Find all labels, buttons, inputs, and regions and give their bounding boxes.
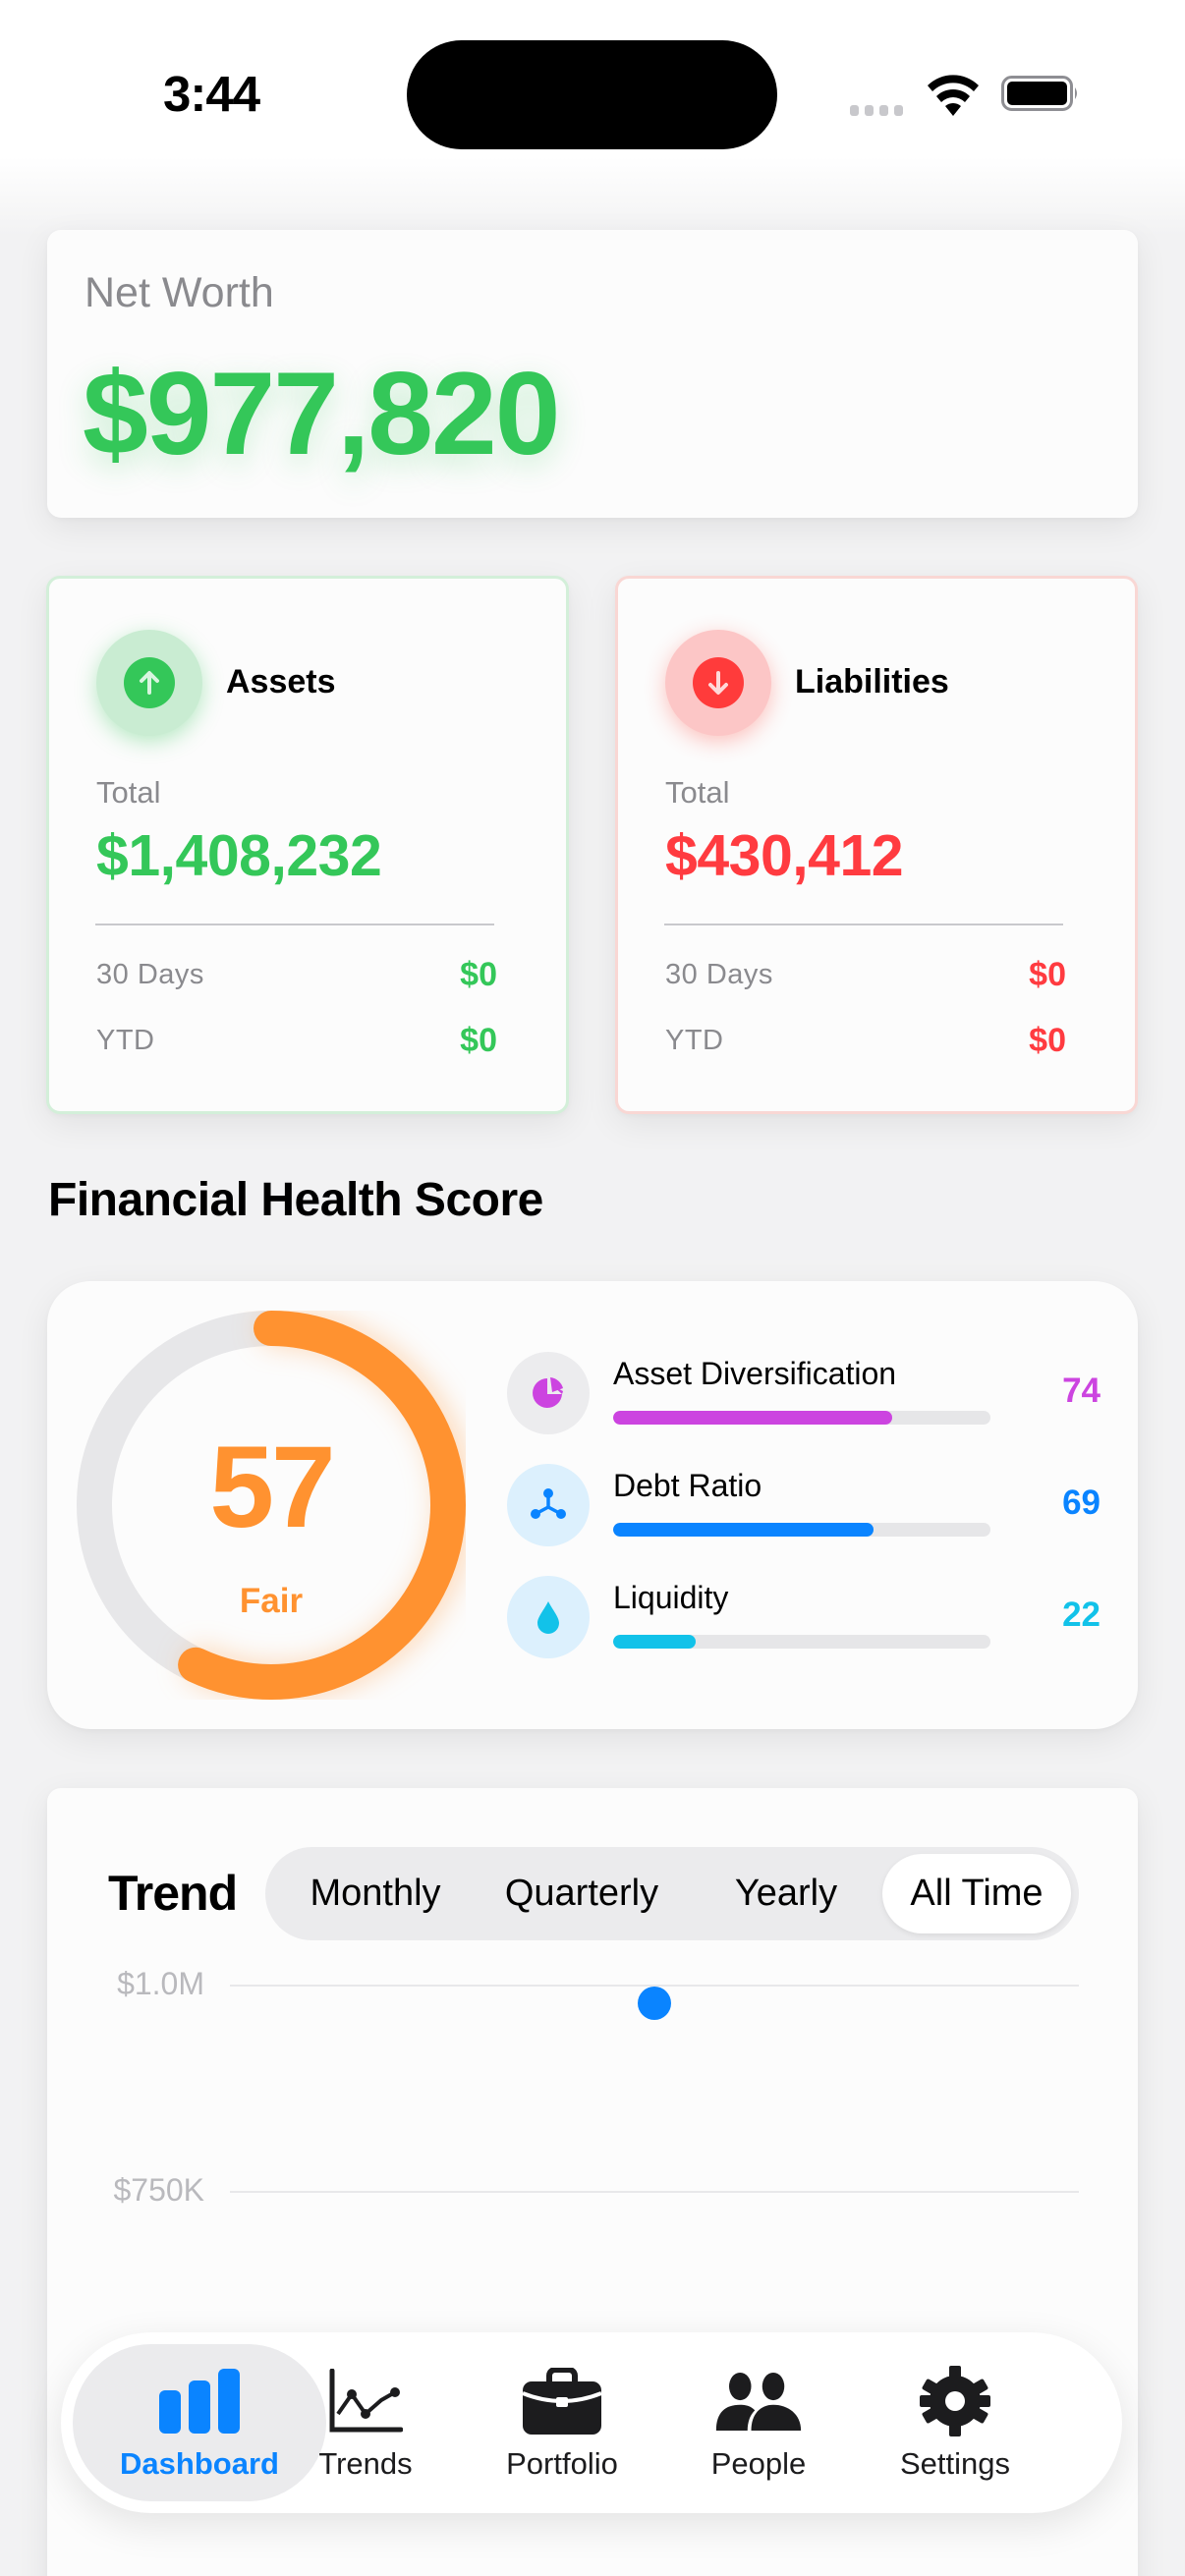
metric-name: Asset Diversification xyxy=(613,1356,897,1391)
grid-line xyxy=(230,1985,1079,1987)
net-worth-card[interactable]: Net Worth $977,820 xyxy=(47,230,1138,518)
stat-label: YTD xyxy=(96,1025,155,1056)
arrow-up-circle-icon xyxy=(124,657,175,708)
liabilities-stat-30-days: 30 Days $0 xyxy=(665,956,1066,994)
network-nodes-icon xyxy=(507,1464,590,1546)
metric-name: Liquidity xyxy=(613,1580,729,1615)
liabilities-card[interactable]: Liabilities Total $430,412 30 Days $0 YT… xyxy=(615,576,1138,1114)
segment-monthly[interactable]: Monthly xyxy=(310,1873,441,1914)
gear-icon xyxy=(911,2364,999,2438)
metric-progress-track xyxy=(613,1411,990,1425)
segment-all-time[interactable]: All Time xyxy=(882,1854,1071,1933)
grid-line xyxy=(230,2191,1079,2193)
metric-progress-fill xyxy=(613,1523,874,1537)
tab-label: Portfolio xyxy=(506,2446,618,2481)
stat-label: 30 Days xyxy=(665,959,773,990)
wifi-icon xyxy=(928,75,979,116)
trend-title: Trend xyxy=(108,1866,238,1921)
dynamic-island xyxy=(407,40,777,149)
y-axis-label: $1.0M xyxy=(117,1966,204,2001)
assets-total: $1,408,232 xyxy=(96,823,382,888)
tab-dashboard[interactable]: Dashboard xyxy=(73,2344,326,2501)
metric-name: Debt Ratio xyxy=(613,1468,762,1503)
stat-label: YTD xyxy=(665,1025,724,1056)
segment-yearly[interactable]: Yearly xyxy=(734,1873,838,1914)
line-chart-icon xyxy=(321,2364,410,2438)
health-score-value: 57 xyxy=(209,1423,335,1552)
metric-progress-track xyxy=(613,1635,990,1649)
arrow-down-circle-icon xyxy=(693,657,744,708)
trend-range-segmented-control[interactable]: Monthly Quarterly Yearly All Time xyxy=(265,1847,1079,1940)
health-score-label: Fair xyxy=(239,1582,304,1620)
metric-value: 69 xyxy=(1062,1484,1100,1522)
tab-settings[interactable]: Settings xyxy=(857,2344,1053,2501)
metric-value: 74 xyxy=(1062,1372,1100,1410)
chart-data-point[interactable] xyxy=(638,1987,671,2020)
divider xyxy=(95,924,494,925)
tab-label: Trends xyxy=(318,2446,413,2481)
tab-portfolio[interactable]: Portfolio xyxy=(464,2344,660,2501)
health-metric-debt-ratio[interactable]: Debt Ratio 69 xyxy=(507,1464,1116,1562)
water-drop-icon xyxy=(507,1576,590,1658)
metric-progress-fill xyxy=(613,1411,893,1425)
assets-card[interactable]: Assets Total $1,408,232 30 Days $0 YTD $… xyxy=(46,576,569,1114)
metric-progress-fill xyxy=(613,1635,697,1649)
net-worth-label: Net Worth xyxy=(85,269,274,316)
bar-chart-icon xyxy=(155,2364,244,2438)
tab-label: Settings xyxy=(899,2446,1010,2481)
stat-value: $0 xyxy=(1029,956,1066,993)
gauge-ring xyxy=(77,1311,466,1700)
stat-value: $0 xyxy=(460,1022,497,1059)
liabilities-total: $430,412 xyxy=(665,823,904,888)
section-title-financial-health: Financial Health Score xyxy=(48,1174,543,1226)
briefcase-icon xyxy=(518,2364,606,2438)
people-icon xyxy=(714,2364,803,2438)
assets-stat-ytd: YTD $0 xyxy=(96,1022,497,1060)
stat-value: $0 xyxy=(460,956,497,993)
assets-total-label: Total xyxy=(96,775,161,810)
metric-progress-track xyxy=(613,1523,990,1537)
tab-bar: Dashboard Trends Portfolio xyxy=(61,2332,1122,2513)
liabilities-stat-ytd: YTD $0 xyxy=(665,1022,1066,1060)
y-axis-label: $750K xyxy=(113,2172,204,2208)
health-metric-liquidity[interactable]: Liquidity 22 xyxy=(507,1576,1116,1674)
header-fade xyxy=(0,157,1185,236)
stat-value: $0 xyxy=(1029,1022,1066,1059)
battery-icon xyxy=(1001,76,1077,111)
tab-people[interactable]: People xyxy=(660,2344,857,2501)
metric-value: 22 xyxy=(1062,1596,1100,1634)
health-metric-asset-diversification[interactable]: Asset Diversification 74 xyxy=(507,1352,1116,1450)
liabilities-total-label: Total xyxy=(665,775,730,810)
status-time: 3:44 xyxy=(163,66,260,122)
assets-title: Assets xyxy=(226,663,336,700)
divider xyxy=(664,924,1063,925)
financial-health-card[interactable]: 57 Fair Asset Diversification 74 Debt Ra… xyxy=(47,1281,1138,1729)
stat-label: 30 Days xyxy=(96,959,204,990)
health-score-gauge: 57 Fair xyxy=(77,1311,466,1700)
assets-stat-30-days: 30 Days $0 xyxy=(96,956,497,994)
tab-trends[interactable]: Trends xyxy=(267,2344,464,2501)
net-worth-value: $977,820 xyxy=(83,348,561,479)
tab-label: People xyxy=(710,2446,807,2481)
tab-label: Dashboard xyxy=(120,2446,279,2481)
segment-quarterly[interactable]: Quarterly xyxy=(504,1873,659,1914)
liabilities-title: Liabilities xyxy=(795,663,949,700)
cellular-signal-icon xyxy=(850,105,903,116)
pie-chart-icon xyxy=(507,1352,590,1434)
status-bar: 3:44 xyxy=(0,0,1185,157)
